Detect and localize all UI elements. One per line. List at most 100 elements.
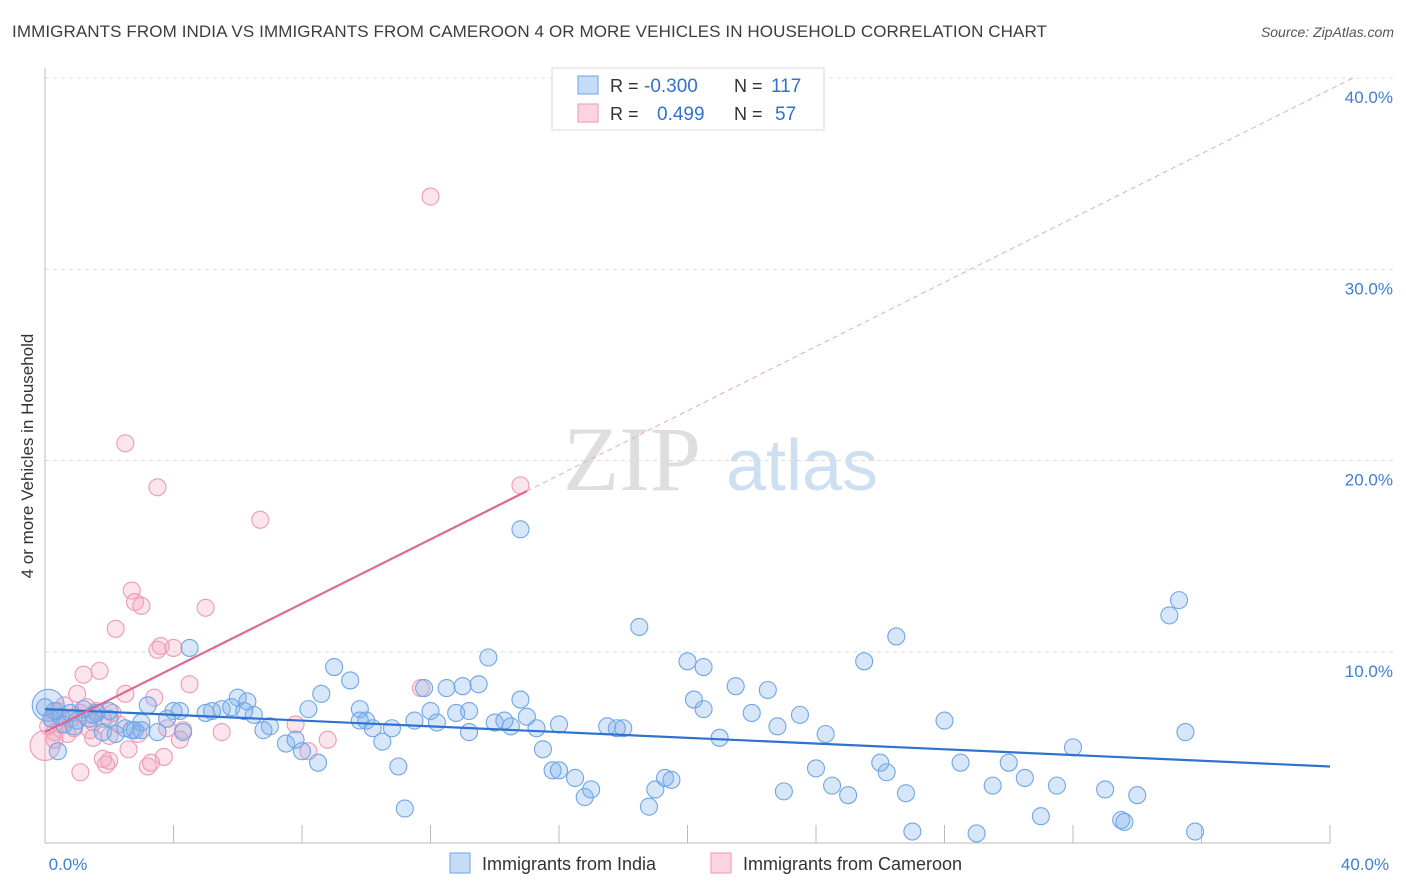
india-point [726, 677, 745, 696]
india-point [1128, 786, 1147, 805]
legend-r-value-india: -0.300 [644, 76, 698, 97]
india-point [871, 753, 890, 772]
india-point [790, 705, 809, 724]
legend-swatch-cameroon [577, 103, 599, 123]
legend-r-value-cameroon: 0.499 [657, 104, 705, 125]
india-point [694, 657, 713, 677]
cameroon-point [164, 638, 183, 657]
india-point [276, 734, 295, 753]
y-tick-label: 20.0% [1345, 471, 1393, 490]
cameroon-point [180, 675, 199, 694]
cameroon-point [29, 729, 61, 762]
grid-lines [45, 77, 1395, 653]
watermark: ZIP atlas [563, 408, 878, 510]
india-trend-line [44, 708, 1331, 768]
x-tick-label-min: 0.0% [49, 855, 88, 874]
india-point [427, 713, 446, 732]
india-point [549, 715, 569, 734]
india-point [1096, 780, 1115, 799]
legend-bottom-label-cameroon: Immigrants from Cameroon [743, 854, 962, 874]
india-point [1169, 591, 1189, 610]
india-point [309, 753, 328, 772]
india-point [459, 701, 479, 721]
legend-r-label-cameroon: R = [610, 104, 639, 124]
india-point [935, 711, 954, 730]
legend-top: R = -0.300 N = 117 R = 0.499 N = 57 [551, 67, 825, 131]
india-point [437, 679, 456, 698]
india-point [1115, 812, 1134, 832]
india-point [1015, 768, 1034, 788]
india-point [395, 799, 414, 818]
india-point [312, 684, 331, 703]
india-point [774, 782, 793, 801]
cameroon-point [119, 740, 138, 759]
chart-title: IMMIGRANTS FROM INDIA VS IMMIGRANTS FROM… [12, 22, 1048, 41]
india-point [357, 711, 376, 730]
india-point [839, 786, 858, 805]
india-point [710, 728, 729, 747]
india-point [1031, 807, 1050, 826]
india-point [373, 732, 392, 751]
india-point [630, 617, 649, 636]
india-point [453, 677, 472, 696]
y-tick-label: 10.0% [1345, 662, 1393, 681]
india-point [758, 680, 777, 700]
cameroon-point [286, 715, 305, 734]
y-tick-label: 30.0% [1345, 279, 1393, 298]
cameroon-point [122, 581, 141, 600]
india-point [614, 719, 633, 738]
india-point [415, 679, 434, 698]
india-point [896, 784, 916, 803]
watermark-atlas: atlas [726, 426, 878, 506]
series-india-points [31, 520, 1205, 843]
cameroon-point [71, 763, 90, 782]
india-point [678, 652, 697, 671]
india-point [566, 768, 585, 788]
india-point [511, 520, 530, 539]
india-point [742, 703, 761, 723]
india-point [533, 740, 552, 759]
india-point [983, 776, 1002, 795]
cameroon-point [84, 728, 103, 747]
source-label: Source: ZipAtlas.com [1260, 24, 1394, 40]
india-point [806, 759, 826, 778]
india-point [299, 700, 318, 719]
india-point [35, 698, 55, 717]
india-point [132, 721, 151, 740]
series-cameroon-points [29, 187, 530, 782]
india-point [575, 788, 594, 807]
cameroon-point [68, 684, 87, 703]
india-point [1176, 723, 1195, 742]
legend-r-label-india: R = [610, 76, 639, 96]
cameroon-point [251, 510, 270, 529]
cameroon-point [196, 598, 215, 617]
legend-bottom-label-india: Immigrants from India [482, 854, 657, 874]
legend-bottom: Immigrants from India Immigrants from Ca… [449, 852, 962, 874]
india-point [582, 780, 601, 799]
india-point [967, 824, 986, 843]
y-tick-label: 40.0% [1345, 88, 1393, 107]
india-point [469, 675, 488, 694]
india-point [286, 730, 305, 749]
cameroon-point [106, 619, 125, 638]
legend-swatch-india [577, 75, 599, 95]
india-point [768, 717, 787, 736]
cameroon-point [93, 749, 112, 768]
india-point [148, 723, 167, 742]
india-point [170, 701, 189, 721]
india-point [292, 742, 312, 761]
india-point [174, 723, 193, 742]
india-point [543, 761, 562, 780]
india-point [527, 719, 546, 738]
cameroon-trend-extension [526, 77, 1354, 492]
india-point [235, 701, 254, 721]
india-point [254, 721, 273, 740]
india-point [887, 627, 906, 646]
india-point [203, 701, 222, 721]
legend-n-value-india: 117 [771, 76, 801, 97]
india-point [855, 652, 874, 671]
india-point [1112, 810, 1131, 830]
cameroon-point [45, 730, 64, 749]
india-point [479, 648, 498, 667]
india-point [549, 761, 569, 780]
